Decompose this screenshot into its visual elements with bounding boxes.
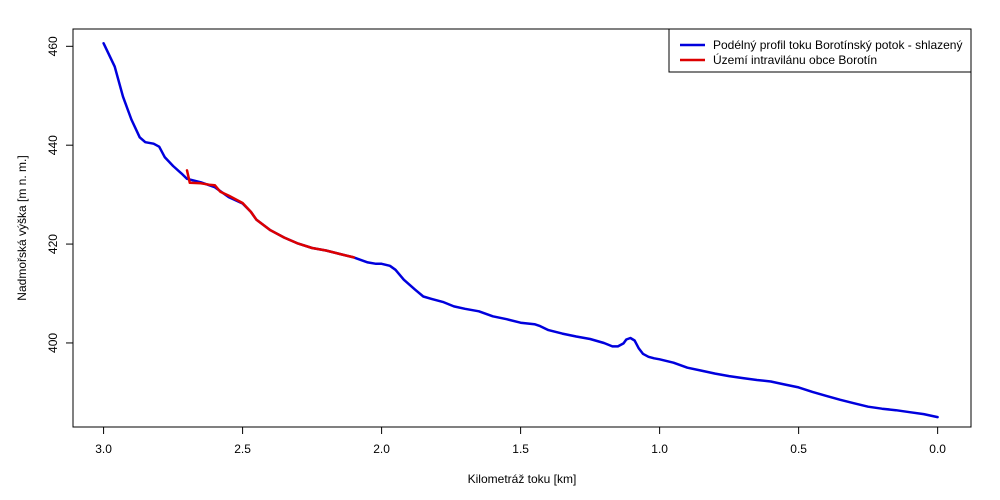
x-tick-label: 1.0 [651, 442, 668, 456]
x-tick-label: 1.5 [512, 442, 529, 456]
x-tick-label: 3.0 [95, 442, 112, 456]
legend: Podélný profil toku Borotínský potok - s… [668, 28, 972, 73]
y-tick-label: 400 [46, 333, 60, 353]
y-tick-label: 440 [46, 135, 60, 155]
y-axis: 400 420 440 460 [46, 36, 73, 353]
x-axis-title: Kilometráž toku [km] [468, 472, 577, 486]
series-lines [102, 42, 939, 419]
x-tick-label: 0.5 [790, 442, 807, 456]
x-tick-label: 2.0 [373, 442, 390, 456]
legend-box [668, 28, 972, 73]
y-tick-label: 460 [46, 36, 60, 56]
profile-series-line [102, 42, 939, 419]
x-tick-label: 2.5 [234, 442, 251, 456]
legend-label-profile: Podélný profil toku Borotínský potok - s… [713, 38, 962, 52]
x-tick-label: 0.0 [929, 442, 946, 456]
y-axis-title: Nadmořská výška [m n. m.] [15, 155, 29, 300]
intravilan-series-line [185, 169, 356, 259]
y-tick-label: 420 [46, 234, 60, 254]
x-axis: 3.0 2.5 2.0 1.5 1.0 0.5 0.0 [95, 427, 946, 456]
plot-frame [72, 28, 972, 428]
legend-label-intravilan: Území intravilánu obce Borotín [713, 52, 877, 67]
